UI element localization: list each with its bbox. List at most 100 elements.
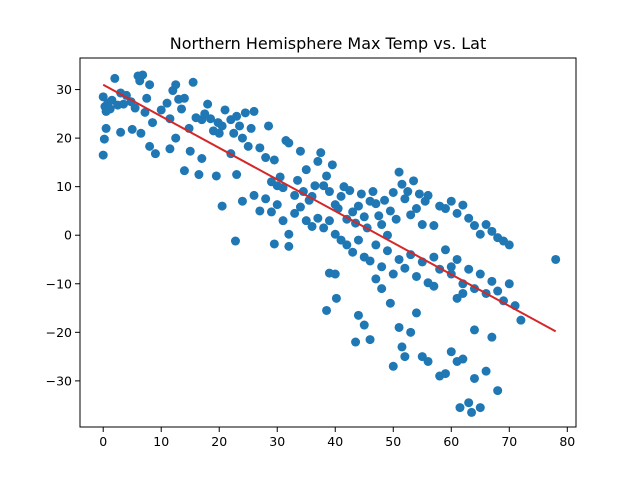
data-point [487,276,497,286]
data-point [469,221,479,231]
data-point [400,194,410,204]
data-point [400,352,410,362]
data-point [211,171,221,181]
data-point [235,121,245,131]
data-point [356,189,366,199]
data-point [322,171,332,181]
data-point [217,201,227,211]
data-point [290,208,300,218]
data-point [336,191,346,201]
data-point [397,179,407,189]
data-point [313,156,323,166]
data-point [382,246,392,256]
data-point [455,403,465,413]
data-point [240,108,250,118]
data-point [409,176,419,186]
data-point [324,216,334,226]
data-point [330,229,340,239]
data-point [171,133,181,143]
data-point [458,288,468,298]
data-point [249,106,259,116]
data-point [475,269,485,279]
data-point [99,134,109,144]
data-point [394,322,404,332]
data-point [365,256,375,266]
data-point [406,210,416,220]
data-point [319,181,329,191]
data-point [266,207,276,217]
data-point [464,264,474,274]
data-point [411,204,421,214]
data-point [353,310,363,320]
data-point [269,239,279,249]
data-point [229,128,239,138]
data-point [185,146,195,156]
data-point [414,189,424,199]
x-tick-label: 80 [559,434,575,449]
data-point [116,127,126,137]
data-point [101,123,111,133]
data-point [217,121,227,131]
data-point [284,229,294,239]
y-tick-label: 10 [56,179,72,194]
data-point [284,138,294,148]
data-point [179,93,189,103]
y-tick-label: −10 [46,276,72,291]
data-point [475,229,485,239]
regression-layer [102,83,557,333]
data-point [98,150,108,160]
data-point [377,262,387,272]
y-tick-label: −20 [46,325,72,340]
data-point [374,211,384,221]
x-tick-label: 60 [443,434,459,449]
data-point [98,92,108,102]
x-tick-label: 40 [327,434,343,449]
data-point [150,149,160,159]
data-point [301,165,311,175]
data-point [446,347,456,357]
y-tick-label: 30 [56,82,72,97]
data-point [142,93,152,103]
regression-line [102,83,557,333]
data-point [493,286,503,296]
data-point [188,77,198,87]
data-point [469,373,479,383]
data-point [388,269,398,279]
data-point [220,105,230,115]
data-point [313,213,323,223]
data-point [278,216,288,226]
data-point [406,327,416,337]
data-point [232,111,242,121]
data-point [243,141,253,151]
data-point [429,221,439,231]
data-point [272,200,282,210]
data-point [261,153,271,163]
x-tick-label: 20 [211,434,227,449]
data-point [278,183,288,193]
data-point [348,207,358,217]
data-point [307,221,317,231]
data-point [351,337,361,347]
data-point [246,123,256,133]
data-point [464,213,474,223]
data-point [261,194,271,204]
data-point [385,206,395,216]
data-point [179,166,189,176]
data-point [127,124,137,134]
data-point [290,190,300,200]
data-point [403,187,413,197]
data-point [394,254,404,264]
data-point [295,146,305,156]
data-point [446,262,456,272]
y-tick-label: 20 [56,131,72,146]
data-point [156,105,166,115]
data-point [475,403,485,413]
data-point [385,298,395,308]
data-point [371,274,381,284]
data-point [368,187,378,197]
data-point [269,155,279,165]
data-point [551,254,561,264]
data-point [452,208,462,218]
data-point [365,335,375,345]
